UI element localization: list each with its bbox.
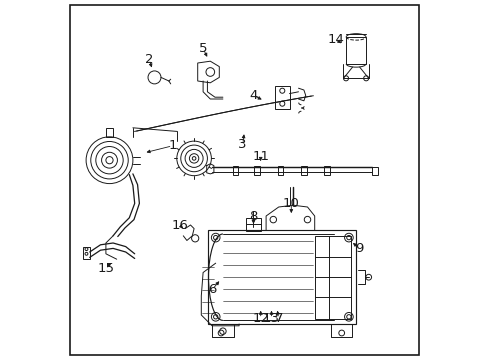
- Bar: [245, 218, 261, 231]
- Text: 6: 6: [207, 283, 216, 296]
- Text: 3: 3: [238, 138, 246, 150]
- Text: 16: 16: [171, 219, 188, 231]
- Bar: [277, 166, 283, 175]
- Text: 2: 2: [144, 53, 153, 66]
- Text: 5: 5: [199, 42, 207, 55]
- Bar: [275, 86, 289, 109]
- Text: 9: 9: [355, 242, 363, 255]
- Bar: [324, 166, 329, 175]
- Text: 8: 8: [249, 210, 257, 222]
- Text: 11: 11: [252, 150, 269, 163]
- Text: 15: 15: [97, 262, 114, 275]
- Text: 12: 12: [252, 312, 269, 325]
- Text: 1: 1: [168, 139, 176, 152]
- Text: 14: 14: [327, 33, 344, 46]
- Bar: [346, 37, 365, 64]
- Bar: [83, 247, 89, 259]
- Text: 7: 7: [274, 312, 283, 325]
- Bar: [314, 236, 350, 319]
- Bar: [208, 230, 355, 324]
- Bar: [371, 167, 377, 175]
- Text: 10: 10: [282, 197, 299, 210]
- Bar: [301, 166, 306, 175]
- Text: 13: 13: [263, 312, 280, 325]
- Bar: [106, 128, 113, 137]
- Bar: [254, 166, 260, 175]
- Text: 4: 4: [249, 89, 257, 102]
- Bar: [232, 166, 238, 175]
